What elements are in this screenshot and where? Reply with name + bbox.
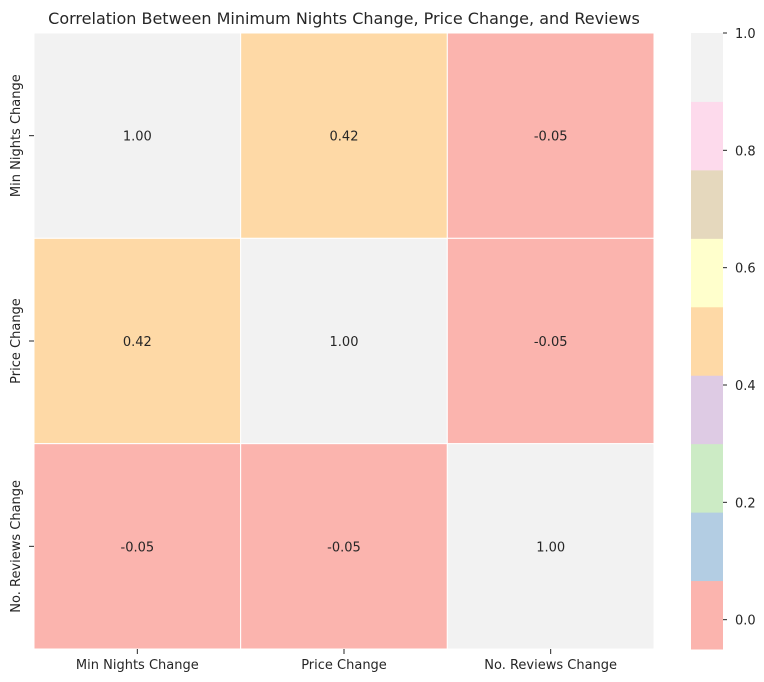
heatmap-cell xyxy=(446,32,655,239)
colorbar-band xyxy=(691,169,723,239)
colorbar-tick-label: 0.6 xyxy=(735,262,756,277)
y-tick-label: Min Nights Change xyxy=(9,74,24,197)
colorbar-band xyxy=(691,238,723,308)
cell-value-label: 1.00 xyxy=(536,540,565,555)
colorbar-tick-label: 0.0 xyxy=(735,614,756,629)
colorbar: 0.0 0.2 0.4 0.6 0.8 1.0 xyxy=(691,27,756,650)
colorbar-band xyxy=(691,580,723,650)
colorbar-band xyxy=(691,375,723,445)
colorbar-tick-label: 1.0 xyxy=(735,27,756,42)
colorbar-tick-label: 0.8 xyxy=(735,144,756,159)
heatmap-cell xyxy=(446,237,655,445)
heatmap-cell xyxy=(240,237,448,445)
y-tick-label: No. Reviews Change xyxy=(9,480,24,613)
heatmap-cell-labels: 1.00 0.42 -0.05 0.42 1.00 -0.05 -0.05 -0.05 1.00 xyxy=(121,130,568,556)
heatmap-cells xyxy=(33,32,655,650)
cell-value-label: 0.42 xyxy=(330,130,359,145)
x-tick-label: Min Nights Change xyxy=(76,658,199,673)
y-axis: Min Nights Change Price Change No. Reviews… xyxy=(9,74,34,613)
heatmap-cell xyxy=(33,237,242,445)
heatmap-cell xyxy=(240,32,448,239)
colorbar-band xyxy=(691,101,723,171)
colorbar-band xyxy=(691,443,723,513)
colorbar-tick-label: 0.4 xyxy=(735,379,756,394)
colorbar-band xyxy=(691,512,723,582)
colorbar-tick-label: 0.2 xyxy=(735,496,756,511)
x-tick-label: No. Reviews Change xyxy=(484,658,617,673)
cell-value-label: 1.00 xyxy=(330,335,359,350)
colorbar-band xyxy=(691,33,723,102)
cell-value-label: -0.05 xyxy=(121,540,155,555)
x-tick-label: Price Change xyxy=(301,658,387,673)
heatmap-cell xyxy=(240,443,448,650)
colorbar-band xyxy=(691,306,723,376)
cell-value-label: 1.00 xyxy=(123,130,152,145)
cell-value-label: -0.05 xyxy=(534,335,568,350)
cell-value-label: -0.05 xyxy=(534,130,568,145)
heatmap-cell xyxy=(33,443,242,650)
chart-title: Correlation Between Minimum Nights Chang… xyxy=(48,9,640,28)
cell-value-label: 0.42 xyxy=(123,335,152,350)
y-tick-label: Price Change xyxy=(9,298,24,384)
x-axis: Min Nights Change Price Change No. Reviews… xyxy=(76,649,617,673)
heatmap-cell xyxy=(33,32,242,239)
cell-value-label: -0.05 xyxy=(327,540,361,555)
